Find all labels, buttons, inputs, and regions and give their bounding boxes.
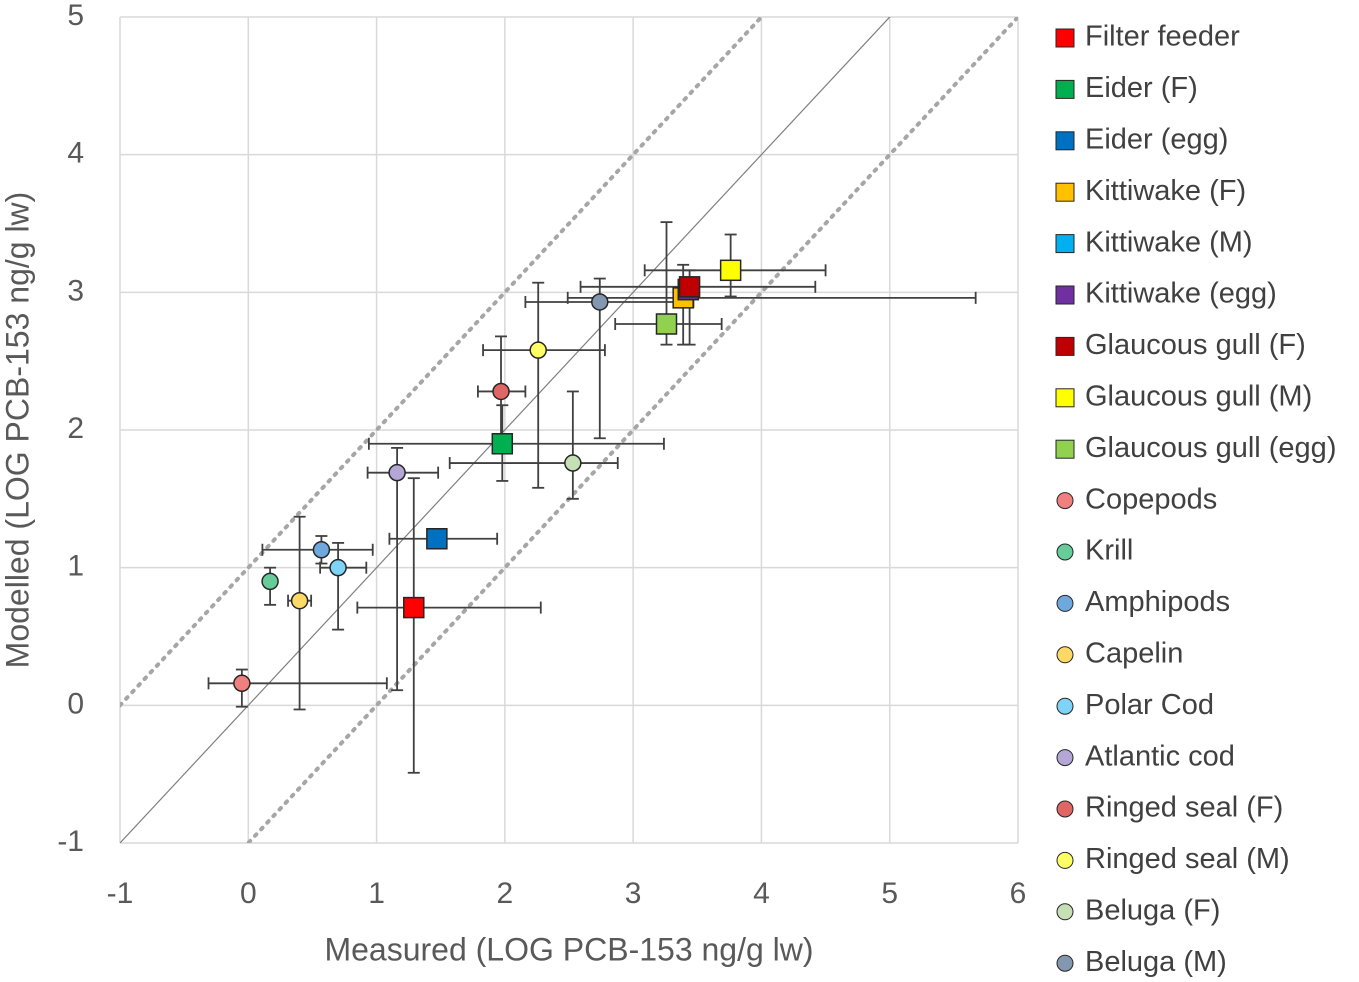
y-tick-label: 1 [67, 550, 84, 583]
legend-swatch [1055, 439, 1075, 459]
x-axis-label: Measured (LOG PCB-153 ng/g lw) [324, 931, 813, 967]
legend-swatch [1056, 594, 1074, 612]
point [329, 558, 347, 577]
legend-label: Glaucous gull (egg) [1085, 432, 1336, 464]
reference-line [120, 17, 765, 708]
point [426, 528, 448, 550]
x-tick-label: 1 [368, 877, 385, 910]
y-tick-label: 2 [67, 412, 84, 445]
legend-swatch [1056, 851, 1074, 869]
x-tick-label: 2 [497, 877, 514, 910]
y-axis-label: Modelled (LOG PCB-153 ng/g lw) [0, 192, 35, 669]
y-tick-label: 4 [67, 137, 84, 170]
x-tick-label: -1 [107, 877, 134, 910]
y-tick-label: 0 [67, 687, 84, 720]
x-tick-label: 5 [881, 877, 898, 910]
legend-label: Atlantic cod [1085, 740, 1235, 772]
legend-label: Glaucous gull (M) [1085, 380, 1312, 412]
point [491, 433, 514, 455]
legend-swatch [1056, 800, 1074, 818]
legend-label: Copepods [1085, 483, 1217, 515]
x-tick-label: 0 [240, 877, 257, 910]
point [403, 596, 425, 619]
legend-label: Capelin [1085, 637, 1183, 669]
point [655, 313, 678, 335]
legend-label: Polar Cod [1085, 689, 1214, 721]
legend-swatch [1055, 28, 1075, 48]
legend-swatch [1056, 903, 1074, 921]
reference-lines [120, 17, 1018, 843]
legend-swatch [1056, 749, 1074, 767]
legend-label: Eider (F) [1085, 72, 1198, 104]
y-tick-label: 3 [67, 274, 84, 307]
point [678, 276, 701, 298]
point [261, 572, 279, 591]
point [312, 541, 331, 559]
legend-label: Krill [1085, 535, 1133, 567]
x-tick-label: 3 [625, 877, 642, 910]
legend-swatch [1056, 492, 1074, 510]
x-tick-label: 4 [753, 877, 770, 910]
legend-swatch [1055, 388, 1075, 408]
legend-label: Ringed seal (F) [1085, 792, 1283, 824]
y-tick-label: -1 [57, 825, 84, 858]
y-tick-label: 5 [67, 0, 84, 32]
point [529, 341, 547, 359]
point [290, 591, 309, 610]
reference-line [120, 17, 891, 843]
legend-label: Kittiwake (egg) [1085, 278, 1277, 310]
point [233, 674, 251, 693]
point [492, 382, 510, 401]
legend-swatch [1056, 646, 1074, 664]
legend-label: Ringed seal (M) [1085, 843, 1290, 875]
legend-swatch [1055, 79, 1075, 99]
legend-label: Filter feeder [1085, 21, 1240, 53]
legend-swatch [1056, 543, 1074, 561]
point [591, 293, 609, 311]
legend-label: Eider (egg) [1085, 123, 1228, 155]
point [388, 463, 406, 482]
x-tick-label: 6 [1010, 877, 1027, 910]
legend-swatch [1055, 131, 1075, 151]
legend-swatch [1056, 697, 1074, 715]
legend-swatch [1056, 954, 1074, 972]
legend-label: Beluga (M) [1085, 946, 1227, 978]
legend-label: Glaucous gull (F) [1085, 329, 1306, 361]
legend-swatch [1055, 285, 1075, 305]
point [719, 259, 742, 282]
legend-swatch [1055, 336, 1075, 356]
legend-label: Beluga (F) [1085, 894, 1220, 926]
legend-label: Kittiwake (F) [1085, 175, 1246, 207]
point [564, 454, 582, 472]
legend-swatch [1055, 234, 1075, 254]
legend-label: Kittiwake (M) [1085, 226, 1253, 258]
legend-label: Amphipods [1085, 586, 1230, 618]
legend-swatch [1055, 182, 1075, 202]
